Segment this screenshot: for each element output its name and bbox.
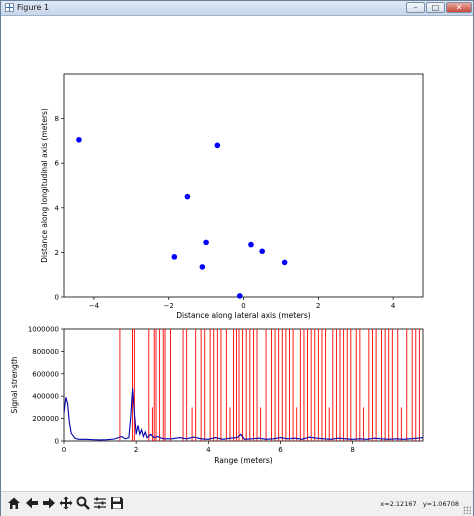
floppy-disk-icon[interactable]	[109, 495, 125, 511]
y-tick-label: 1000000	[28, 326, 59, 334]
x-tick-label: 2	[134, 446, 138, 454]
y-tick-label: 0	[55, 294, 59, 302]
resize-grip-icon[interactable]	[463, 506, 471, 514]
y-tick-label: 200000	[32, 415, 59, 423]
close-button[interactable]: ✕	[446, 2, 472, 13]
x-tick-label: 2	[316, 302, 320, 310]
scatter-point	[214, 142, 221, 149]
scatter-point	[281, 259, 288, 266]
x-tick-label: 0	[241, 302, 245, 310]
x-tick-label: −4	[89, 302, 100, 310]
scatter-axes: −4 −2 0 2 4 0 2 4 6 8 Distance along lateral axis …	[40, 73, 424, 320]
x-tick-label: −2	[164, 302, 174, 310]
x-tick-label: 4	[391, 302, 396, 310]
signal-axes: 0 2 4 6 8 0 200000 400000 600000 800000 1000000 Ran…	[10, 326, 424, 465]
scatter-point	[184, 193, 191, 200]
x-tick-label: 4	[206, 446, 211, 454]
y-tick-label: 400000	[32, 393, 59, 401]
y-tick-label: 4	[55, 204, 60, 212]
y-tick-label: 6	[55, 160, 60, 168]
home-icon[interactable]	[6, 495, 22, 511]
x-axis-label: Distance along lateral axis (meters)	[176, 311, 311, 320]
x-tick-label: 8	[350, 446, 354, 454]
title-bar[interactable]: Figure 1 – □ ✕	[1, 1, 473, 16]
move-icon[interactable]	[58, 495, 74, 511]
scatter-point	[236, 293, 243, 299]
coord-y: y=1.06708	[422, 500, 459, 508]
blue-series-line	[64, 388, 423, 441]
scatter-point	[259, 248, 265, 255]
window-title: Figure 1	[17, 3, 50, 12]
figure-canvas[interactable]: −4 −2 0 2 4 0 2 4 6 8 Distance along lateral axis …	[1, 16, 473, 489]
y-tick-label: 600000	[32, 370, 59, 378]
x-tick-label: 0	[62, 446, 66, 454]
sliders-icon[interactable]	[92, 495, 108, 511]
y-tick-label: 800000	[32, 348, 59, 356]
navigation-toolbar: x=2.12167 y=1.06708	[1, 491, 473, 516]
y-tick-label: 0	[55, 438, 59, 446]
scatter-point	[76, 136, 82, 143]
figure-svg: −4 −2 0 2 4 0 2 4 6 8 Distance along lateral axis …	[10, 73, 424, 465]
red-series	[119, 329, 420, 441]
y-tick-label: 2	[55, 249, 59, 257]
y-axis-label: Signal strength	[10, 356, 19, 413]
y-axis-label: Distance along longitudinal axis (meters…	[40, 108, 49, 263]
coord-x: x=2.12167	[380, 500, 417, 508]
figure-app-icon	[5, 3, 14, 12]
magnifier-icon[interactable]	[75, 495, 91, 511]
minimize-button[interactable]: –	[406, 2, 425, 13]
arrow-left-icon[interactable]	[24, 495, 40, 511]
cursor-coordinates: x=2.12167 y=1.06708	[380, 500, 459, 508]
y-tick-label: 8	[55, 115, 59, 123]
axes-frame	[63, 73, 424, 298]
x-tick-label: 6	[278, 446, 283, 454]
scatter-point	[203, 239, 209, 246]
maximize-button[interactable]: □	[426, 2, 445, 13]
scatter-point	[199, 264, 206, 270]
scatter-point	[171, 254, 178, 260]
arrow-right-icon[interactable]	[41, 495, 57, 511]
axes-frame	[63, 328, 424, 442]
x-axis-label: Range (meters)	[214, 456, 273, 465]
scatter-point	[248, 241, 254, 248]
